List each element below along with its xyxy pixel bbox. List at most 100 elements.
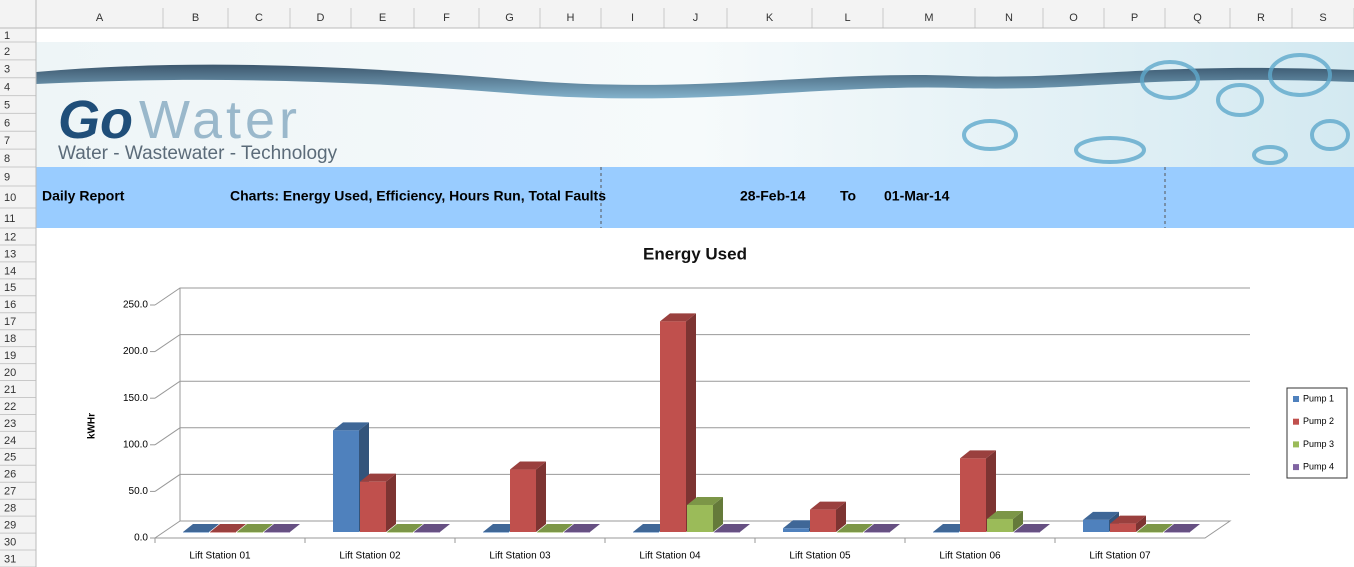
bar	[687, 497, 723, 532]
row-header: 15	[4, 282, 16, 294]
column-header: D	[317, 12, 325, 24]
legend-swatch	[1293, 396, 1299, 402]
column-header: E	[379, 12, 386, 24]
bar-front	[414, 532, 440, 533]
bar-front	[483, 532, 509, 533]
report-charts: Charts: Energy Used, Efficiency, Hours R…	[230, 188, 606, 204]
y-tick-label: 100.0	[123, 439, 148, 450]
x-tick-label: Lift Station 05	[789, 551, 851, 562]
bar-front	[264, 532, 290, 533]
row-header: 5	[4, 99, 10, 111]
spreadsheet: GoWater Water - Wastewater - Technology …	[0, 0, 1354, 567]
bar-front	[564, 532, 590, 533]
bar-side	[386, 474, 396, 532]
x-tick-label: Lift Station 07	[1089, 551, 1151, 562]
column-header: O	[1069, 12, 1078, 24]
x-tick-label: Lift Station 04	[639, 551, 701, 562]
row-header: 18	[4, 333, 16, 345]
column-header: J	[693, 12, 699, 24]
bar-front	[960, 458, 986, 532]
legend-swatch	[1293, 419, 1299, 425]
report-from: 28-Feb-14	[740, 188, 806, 204]
row-header: 11	[4, 213, 15, 225]
row-header: 27	[4, 486, 16, 498]
bar-front	[783, 528, 809, 532]
row-header: 31	[4, 553, 16, 565]
bar	[360, 474, 396, 532]
bar-front	[360, 482, 386, 532]
legend-swatch	[1293, 464, 1299, 470]
row-header: 8	[4, 153, 10, 165]
brand: GoWater	[58, 90, 301, 150]
chart-title: Energy Used	[643, 244, 747, 263]
row-header: 21	[4, 384, 16, 396]
row-header: 10	[4, 192, 16, 204]
column-header: Q	[1193, 12, 1202, 24]
legend-label: Pump 2	[1303, 416, 1334, 426]
y-tick-label: 0.0	[134, 533, 148, 544]
row-header: 7	[4, 135, 10, 147]
bar-front	[1110, 524, 1136, 532]
bar-front	[333, 430, 359, 532]
grid-line	[155, 474, 1250, 491]
bar-front	[687, 505, 713, 532]
bar-front	[660, 321, 686, 532]
column-header: F	[443, 12, 450, 24]
y-tick-label: 150.0	[123, 393, 148, 404]
row-header: 13	[4, 248, 16, 260]
column-header: N	[1005, 12, 1013, 24]
row-header: 12	[4, 231, 16, 243]
legend-label: Pump 3	[1303, 439, 1334, 449]
bar-front	[1137, 532, 1163, 533]
report-to: 01-Mar-14	[884, 188, 950, 204]
row-header: 17	[4, 316, 16, 328]
grid-line	[155, 288, 1250, 305]
bar-front	[237, 532, 263, 533]
bar-front	[387, 532, 413, 533]
bar-front	[510, 470, 536, 532]
x-tick-label: Lift Station 01	[189, 551, 251, 562]
x-tick-label: Lift Station 02	[339, 551, 401, 562]
x-tick-label: Lift Station 03	[489, 551, 551, 562]
column-header: H	[567, 12, 575, 24]
column-header: G	[505, 12, 514, 24]
bar	[510, 462, 546, 532]
report-to-label: To	[840, 188, 856, 204]
y-tick-label: 200.0	[123, 346, 148, 357]
bar-front	[933, 532, 959, 533]
column-header: C	[255, 12, 263, 24]
tagline: Water - Wastewater - Technology	[58, 143, 338, 164]
y-tick-label: 50.0	[129, 486, 149, 497]
column-header: I	[631, 12, 634, 24]
row-header: 14	[4, 265, 16, 277]
column-header: B	[192, 12, 199, 24]
row-header: 30	[4, 536, 16, 548]
row-header: 1	[4, 30, 10, 42]
x-tick-label: Lift Station 06	[939, 551, 1001, 562]
column-header: R	[1257, 12, 1265, 24]
column-header: K	[766, 12, 774, 24]
bar-front	[714, 532, 740, 533]
row-header: 25	[4, 452, 16, 464]
legend-label: Pump 1	[1303, 393, 1334, 403]
row-header: 19	[4, 350, 16, 362]
header-bar	[0, 0, 1354, 28]
grid-line	[155, 381, 1250, 398]
bar-front	[810, 510, 836, 532]
legend-label: Pump 4	[1303, 461, 1334, 471]
y-axis-label: kWHr	[87, 413, 98, 439]
row-header: 23	[4, 418, 16, 430]
column-header: M	[924, 12, 933, 24]
page: GoWater Water - Wastewater - Technology …	[0, 0, 1354, 567]
column-header: P	[1131, 12, 1138, 24]
grid-line	[155, 335, 1250, 352]
bar	[810, 502, 846, 532]
row-header: 3	[4, 64, 10, 76]
bar-front	[987, 519, 1013, 532]
row-header: 2	[4, 46, 10, 58]
column-header: S	[1319, 12, 1326, 24]
grid-line	[155, 428, 1250, 445]
bar-front	[633, 532, 659, 533]
row-header: 4	[4, 82, 10, 94]
row-header: 24	[4, 435, 16, 447]
